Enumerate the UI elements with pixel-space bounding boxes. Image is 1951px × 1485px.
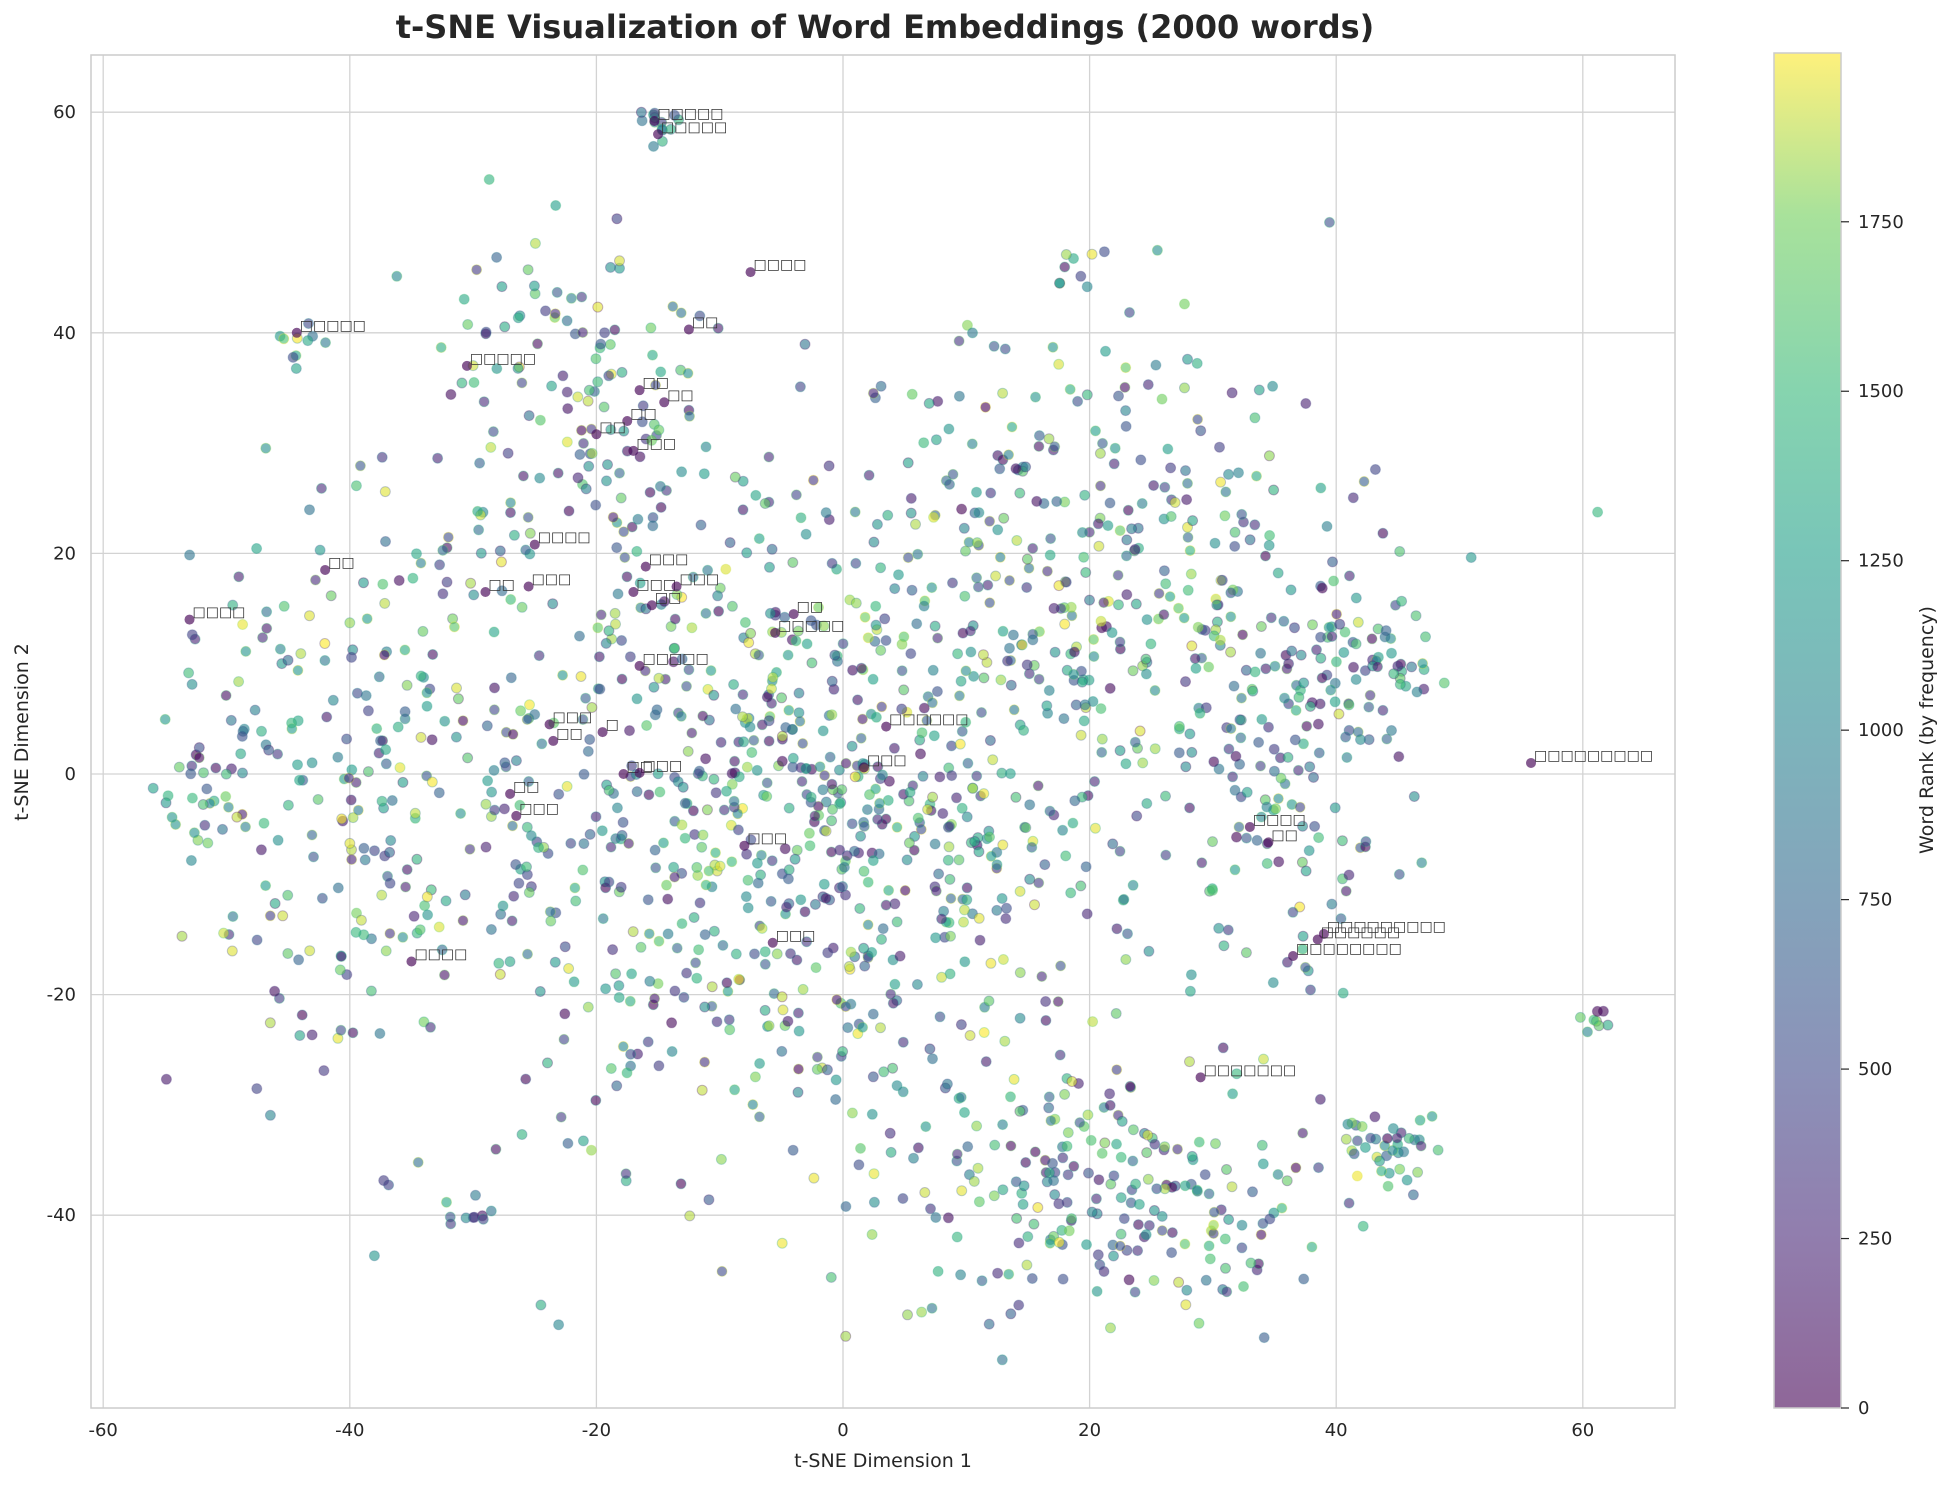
svg-text:40: 40 [1325,1420,1348,1441]
svg-text:□□□□□: □□□□□ [643,651,709,667]
svg-text:□□□: □□□ [519,801,559,817]
svg-text:20: 20 [1078,1420,1101,1441]
svg-text:□□□□□: □□□□□ [657,106,723,122]
svg-text:□□□: □□□ [680,571,720,587]
svg-text:□□: □□ [1271,827,1297,843]
svg-text:250: 250 [1858,1229,1892,1250]
svg-text:60: 60 [1571,1420,1594,1441]
grid-lines [91,55,1675,1408]
svg-text:-20: -20 [47,985,76,1006]
svg-text:□□□□□: □□□□□ [661,119,727,135]
svg-text:□□□□□: □□□□□ [778,618,844,634]
svg-text:□□□□: □□□□ [193,605,246,621]
svg-text:□□□: □□□ [643,758,683,774]
svg-text:□□: □□ [797,599,823,615]
svg-text:□□□□: □□□□ [538,530,591,546]
svg-text:□□: □□ [630,406,656,422]
svg-text:□□: □□ [328,555,354,571]
colorbar: 0 250 500 750 1000 1250 1500 1750 Word Rank (by… [1773,52,1938,1419]
colorbar-ticks: 0 250 500 750 1000 1250 1500 1750 [1841,212,1904,1419]
svg-text:□□: □□ [643,375,669,391]
svg-text:□□: □□ [599,419,625,435]
plot-frame [90,54,1676,1409]
svg-text:60: 60 [53,102,76,123]
svg-text:0: 0 [1858,1398,1869,1419]
svg-text:□□: □□ [655,590,681,606]
data-points [147,106,1614,1366]
svg-text:1250: 1250 [1858,551,1904,572]
svg-text:0: 0 [65,764,76,785]
x-axis-label: t-SNE Dimension 1 [794,1450,972,1472]
svg-text:□□□□□□□□: □□□□□□□□ [1296,941,1402,957]
svg-text:□□□□□□□□□: □□□□□□□□□ [1327,919,1446,935]
svg-text:□□: □□ [488,577,514,593]
point-annotations: □□□□□□□□□□□□□□□□□□□□□□□□□□□□□□□□□□□□□□□□… [184,106,1653,1083]
svg-text:20: 20 [53,543,76,564]
svg-text:□□□: □□□ [636,577,676,593]
svg-text:□□□□: □□□□ [1253,812,1306,828]
svg-text:□□: □□ [627,759,653,775]
svg-text:-40: -40 [47,1205,76,1226]
chart-title: t-SNE Visualization of Word Embeddings (… [395,8,1375,46]
svg-text:□□□□□□□□□: □□□□□□□□□ [1534,748,1653,764]
svg-text:-20: -20 [582,1420,611,1441]
svg-text:□□: □□ [667,387,693,403]
svg-text:□□□□□: □□□□□ [470,351,536,367]
svg-text:□□□: □□□ [553,709,593,725]
svg-text:□□□: □□□ [867,752,907,768]
svg-text:□□□□: □□□□ [414,947,467,963]
svg-text:□□□□□: □□□□□ [300,318,366,334]
svg-text:1750: 1750 [1858,212,1904,233]
svg-text:□□□□: □□□□ [754,257,807,273]
svg-text:1500: 1500 [1858,381,1904,402]
svg-text:□: □ [606,717,619,733]
svg-text:□□: □□ [556,726,582,742]
svg-text:40: 40 [53,323,76,344]
svg-text:□□□: □□□ [532,571,572,587]
svg-text:750: 750 [1858,890,1892,911]
svg-text:□□: □□ [692,314,718,330]
svg-text:□□□: □□□ [649,552,689,568]
colorbar-gradient [1774,53,1841,1408]
svg-text:500: 500 [1858,1059,1892,1080]
svg-text:0: 0 [837,1420,848,1441]
svg-text:-40: -40 [335,1420,364,1441]
colorbar-label: Word Rank (by frequency) [1916,606,1938,854]
axis-ticks: -60 -40 -20 0 20 40 60 -40 -20 0 20 40 60 [47,102,1595,1441]
svg-text:-60: -60 [88,1420,117,1441]
svg-text:□□□: □□□ [776,928,816,944]
svg-text:□□□: □□□ [747,831,787,847]
svg-text:□□□□□□: □□□□□□ [889,712,968,728]
svg-text:□□□□□□□: □□□□□□□ [1204,1062,1297,1078]
y-axis-label: t-SNE Dimension 2 [11,643,33,821]
svg-text:□□: □□ [513,779,539,795]
svg-text:□□□: □□□ [636,436,676,452]
svg-text:□□□□□□: □□□□□□ [1321,924,1400,940]
svg-text:1000: 1000 [1858,720,1904,741]
